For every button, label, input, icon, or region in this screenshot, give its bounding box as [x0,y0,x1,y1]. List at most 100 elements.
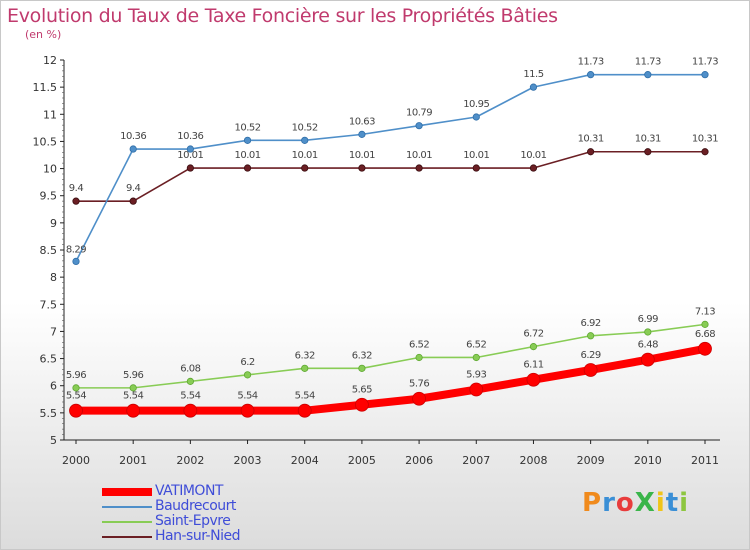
y-tick-label: 7 [50,325,57,338]
data-label: 10.01 [234,150,260,161]
data-point [126,403,141,418]
data-label: 9.4 [69,183,84,194]
data-label: 5.93 [466,370,486,381]
data-point [415,122,423,130]
x-tick-label: 2002 [176,454,204,467]
data-point [469,382,484,397]
x-tick-label: 2004 [291,454,319,467]
data-point [587,148,595,156]
data-point [243,164,252,172]
data-point [526,372,541,387]
legend-label: VATIMONT [155,483,223,499]
data-point [472,164,480,172]
data-point [472,113,480,121]
logo-letter: o [615,488,635,518]
x-tick-label: 2007 [462,454,490,467]
y-tick-label: 5.5 [40,407,58,420]
y-tick-label: 11.5 [33,81,58,94]
x-tick-label: 2001 [119,454,147,467]
x-tick-label: 2000 [62,454,90,467]
data-label: 10.31 [578,134,604,145]
data-point [297,403,312,418]
data-point [698,341,712,356]
series-line-baudrecourt [75,73,706,263]
series-line-saint-epvre [75,323,706,389]
data-label: 5.54 [180,391,200,402]
x-tick-label: 2003 [234,454,262,467]
data-label: 5.96 [66,370,86,381]
data-label: 6.11 [523,360,543,371]
legend-item-vatimont: VATIMONT [102,484,240,499]
series-line-vatimont [72,344,709,415]
data-point [243,371,252,379]
y-tick-label: 5 [50,434,57,447]
data-point [472,353,480,362]
data-point [529,164,538,172]
y-tick-label: 10.5 [33,135,58,148]
data-label: 10.52 [292,122,318,133]
data-point [129,384,137,392]
data-label: 6.99 [638,314,658,325]
legend-label: Han-sur-Nied [155,528,240,544]
data-label: 6.08 [180,363,200,374]
data-label: 5.65 [352,385,372,396]
legend-item-saint-epvre: Saint-Epvre [102,514,240,529]
data-label: 10.01 [177,150,203,161]
legend-swatch [102,535,152,538]
data-label: 6.52 [466,339,486,350]
series-line-han-sur-nied [75,150,706,202]
data-point [701,71,709,79]
data-label: 10.01 [463,150,489,161]
data-point [529,83,538,91]
data-label: 7.13 [695,306,715,317]
data-point [301,136,309,144]
data-label: 10.01 [292,150,318,161]
data-point [355,397,369,412]
data-point [183,403,198,418]
data-point [358,364,366,372]
data-label: 11.5 [523,69,543,80]
data-point [701,148,709,156]
logo-letter: r [602,488,616,518]
logo-letter: i [655,488,666,518]
data-point [72,384,80,392]
proxiti-logo: ProXiti [582,488,689,518]
legend-swatch [102,505,152,508]
data-label: 10.31 [692,134,718,145]
chart-title: Evolution du Taux de Taxe Foncière sur l… [7,5,558,27]
legend-swatch [102,487,152,496]
data-point [587,332,595,340]
data-point [644,148,652,156]
data-point [72,197,80,205]
data-label: 6.2 [240,357,255,368]
data-label: 10.36 [120,131,146,142]
data-label: 10.36 [177,131,203,142]
data-point [358,130,366,138]
data-label: 8.29 [66,244,86,255]
legend-swatch [102,520,152,523]
data-point [358,164,366,172]
y-tick-label: 6.5 [40,353,58,366]
data-point [701,320,709,328]
logo-letter: i [679,488,690,518]
y-tick-label: 11 [43,108,57,121]
data-point [587,71,595,79]
data-point [301,164,309,172]
data-label: 11.73 [692,57,718,68]
y-tick-label: 7.5 [40,298,58,311]
logo-letter: t [665,488,680,518]
data-point [529,343,538,351]
data-label: 5.54 [123,391,143,402]
y-tick-label: 6 [50,380,57,393]
x-tick-label: 2005 [348,454,376,467]
y-tick-label: 9.5 [40,190,58,203]
data-point [72,257,80,265]
data-point [640,352,655,367]
data-label: 6.48 [638,340,658,351]
data-label: 6.52 [409,339,429,350]
data-label: 5.54 [295,391,315,402]
data-label: 6.29 [581,350,601,361]
data-label: 10.52 [234,122,260,133]
